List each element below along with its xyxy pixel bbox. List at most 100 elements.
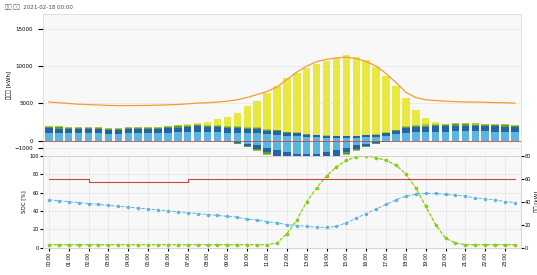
Bar — [392, 130, 400, 131]
Bar — [234, 141, 241, 142]
Bar — [184, 132, 192, 141]
Bar — [372, 135, 380, 137]
Bar — [85, 129, 92, 133]
Bar — [412, 127, 419, 132]
Bar — [114, 130, 122, 134]
Bar — [452, 126, 459, 131]
Bar — [75, 127, 82, 128]
Bar — [452, 124, 459, 126]
Bar — [323, 141, 330, 152]
Bar — [511, 127, 519, 132]
Bar — [105, 129, 112, 130]
Bar — [293, 154, 301, 163]
Bar — [243, 128, 251, 129]
Bar — [65, 126, 72, 128]
Bar — [214, 126, 221, 127]
Bar — [452, 131, 459, 141]
Bar — [382, 133, 390, 136]
Bar — [452, 123, 459, 124]
Bar — [184, 126, 192, 127]
Y-axis label: SOC [%]: SOC [%] — [21, 190, 27, 213]
Bar — [283, 133, 291, 136]
Bar — [372, 137, 380, 141]
Bar — [65, 133, 72, 141]
Bar — [462, 124, 469, 126]
Bar — [313, 135, 321, 137]
Bar — [214, 119, 221, 125]
Bar — [243, 127, 251, 128]
Bar — [343, 152, 350, 154]
Bar — [382, 132, 390, 133]
Bar — [55, 128, 62, 133]
Bar — [85, 127, 92, 128]
Bar — [432, 126, 439, 131]
Bar — [412, 132, 419, 141]
Bar — [45, 126, 53, 127]
Bar — [105, 130, 112, 134]
Bar — [204, 126, 211, 127]
Bar — [333, 156, 340, 158]
Bar — [511, 125, 519, 126]
Bar — [482, 131, 489, 141]
Bar — [432, 122, 439, 124]
Bar — [263, 148, 271, 152]
Bar — [243, 144, 251, 146]
Bar — [382, 76, 390, 132]
Bar — [353, 57, 360, 136]
Bar — [105, 134, 112, 141]
Bar — [174, 125, 182, 126]
Bar — [125, 127, 132, 128]
Bar — [273, 156, 281, 158]
Bar — [243, 146, 251, 147]
Bar — [471, 131, 479, 141]
Bar — [502, 131, 509, 141]
Bar — [144, 128, 152, 129]
Bar — [462, 131, 469, 141]
Bar — [323, 138, 330, 141]
Bar — [293, 165, 301, 167]
Bar — [253, 133, 261, 141]
Bar — [343, 138, 350, 141]
Bar — [442, 124, 449, 125]
Bar — [125, 129, 132, 133]
Bar — [303, 166, 310, 169]
Bar — [402, 98, 410, 126]
Bar — [273, 141, 281, 150]
Bar — [283, 162, 291, 164]
Bar — [422, 126, 430, 127]
Bar — [293, 136, 301, 141]
Bar — [362, 135, 370, 137]
Bar — [491, 125, 499, 126]
Bar — [442, 126, 449, 131]
Bar — [164, 133, 172, 141]
Bar — [253, 150, 261, 151]
Bar — [243, 133, 251, 141]
Bar — [283, 78, 291, 132]
Bar — [263, 134, 271, 141]
Bar — [471, 126, 479, 131]
Bar — [154, 128, 162, 129]
Bar — [263, 141, 271, 148]
Bar — [144, 133, 152, 141]
Bar — [362, 146, 370, 147]
Bar — [204, 132, 211, 141]
Bar — [273, 150, 281, 156]
Bar — [243, 106, 251, 127]
Bar — [204, 122, 211, 125]
Bar — [482, 125, 489, 126]
Bar — [333, 138, 340, 141]
Bar — [55, 133, 62, 141]
Bar — [253, 128, 261, 130]
Bar — [263, 93, 271, 129]
Bar — [313, 163, 321, 165]
Bar — [45, 133, 53, 141]
Bar — [392, 86, 400, 130]
Bar — [372, 142, 380, 144]
Bar — [174, 132, 182, 141]
Bar — [184, 124, 192, 125]
Bar — [214, 127, 221, 132]
Bar — [462, 123, 469, 124]
Bar — [471, 123, 479, 125]
Bar — [45, 127, 53, 128]
Bar — [164, 128, 172, 133]
